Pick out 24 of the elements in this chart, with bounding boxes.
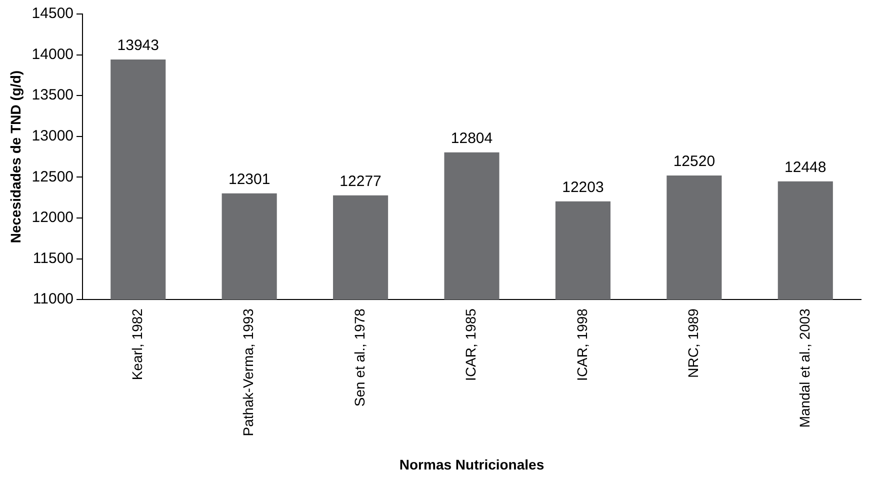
y-tick-label: 12500 [32,168,74,186]
data-label: 12520 [673,153,716,170]
y-tick-label: 13000 [32,128,74,145]
data-label: 12301 [228,171,270,188]
data-label: 12448 [784,159,826,176]
y-tick-label: 12000 [32,209,74,226]
data-label: 12277 [340,173,382,190]
y-tick-label: 11500 [32,250,74,267]
x-tick-label: ICAR, 1985 [462,308,479,381]
y-tick-label: 11000 [32,290,74,308]
data-label: 12203 [562,179,604,196]
y-axis-title: Necesidades de TND (g/d) [7,70,24,244]
data-label: 13943 [117,37,159,54]
y-tick-label: 14000 [32,46,74,63]
x-tick-label: Pathak-Verma, 1993 [240,308,256,436]
x-tick-label: Kearl, 1982 [128,308,145,380]
y-tick-label: 13500 [32,86,74,104]
x-tick-label: ICAR, 1998 [574,308,590,381]
data-label: 12804 [450,130,493,148]
x-tick-label: NRC, 1989 [685,308,702,378]
y-tick-label: 14500 [32,5,74,22]
x-tick-label: Sen et al., 1978 [351,308,368,407]
x-tick-label: Mandal et al., 2003 [796,308,812,428]
x-axis-title: Normas Nutricionales [399,456,544,472]
